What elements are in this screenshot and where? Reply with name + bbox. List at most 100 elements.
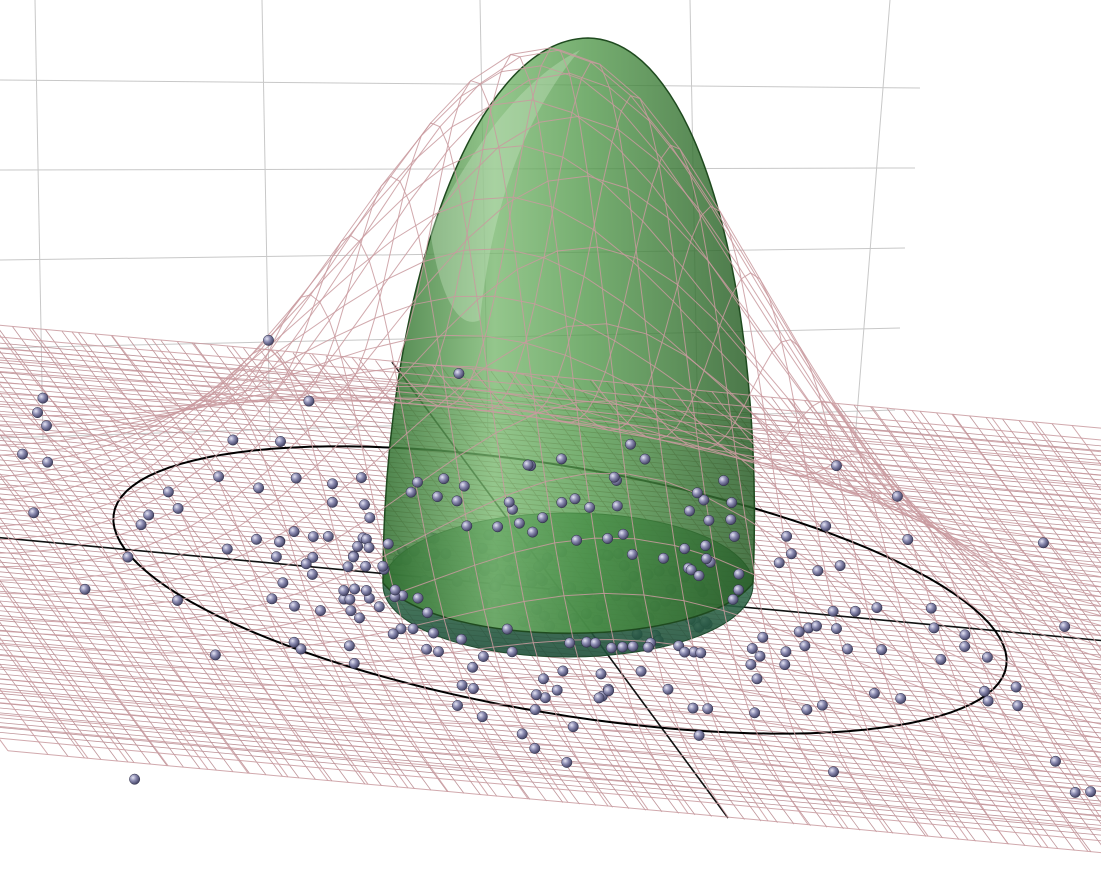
scatter-point <box>290 472 302 484</box>
scatter-point <box>959 641 971 652</box>
scatter-point <box>1069 786 1081 798</box>
scatter-point <box>589 637 601 649</box>
scatter-point <box>438 473 450 485</box>
scatter-point <box>342 561 354 573</box>
surface-mesh-line <box>0 737 1101 842</box>
scatter-point <box>529 742 541 754</box>
scatter-point <box>172 594 183 606</box>
surface-mesh-line <box>1031 421 1101 516</box>
scatter-point <box>981 651 993 663</box>
scatter-point <box>428 627 439 639</box>
scatter-point <box>820 520 832 532</box>
scatter-point <box>387 628 399 640</box>
scatter-point <box>561 756 573 768</box>
scatter-point <box>811 620 822 632</box>
floor-grid-line <box>0 712 1101 817</box>
scatter-point <box>925 602 937 614</box>
scatter-point <box>251 533 262 545</box>
scatter-point <box>453 368 465 379</box>
scatter-point <box>849 605 861 617</box>
scatter-point <box>871 602 883 614</box>
scatter-point <box>307 531 319 543</box>
scatter-point <box>456 679 468 691</box>
scatter-point <box>467 683 479 694</box>
scatter-point <box>213 471 225 483</box>
scatter-point <box>129 773 141 785</box>
scatter-point <box>757 631 769 643</box>
scatter-point <box>303 395 315 407</box>
scatter-point <box>503 496 515 508</box>
scatter-point <box>606 642 617 654</box>
scatter-point <box>702 703 714 715</box>
scatter-point <box>979 685 990 697</box>
scatter-point <box>834 560 846 572</box>
scatter-point <box>501 623 513 635</box>
scatter-point <box>627 640 639 652</box>
scatter-point <box>41 420 52 432</box>
scatter-point <box>551 684 563 696</box>
scatter-point <box>162 486 174 498</box>
scatter-point <box>338 585 350 596</box>
scatter-point <box>1012 700 1024 712</box>
scatter-point <box>529 704 541 716</box>
scatter-point <box>718 475 730 487</box>
scatter-point <box>564 637 576 649</box>
scatter-point <box>727 593 739 605</box>
scatter-point <box>405 486 417 498</box>
scatter-point <box>603 685 615 697</box>
scatter-point <box>895 693 907 704</box>
scatter-point <box>492 521 504 533</box>
scatter-point <box>349 583 361 595</box>
scatter-point <box>842 643 853 655</box>
scatter-point <box>557 665 569 677</box>
scatter-point <box>530 689 542 701</box>
scatter-point <box>522 459 534 471</box>
floor-grid-line <box>969 415 1101 596</box>
scatter-point <box>812 565 824 577</box>
scatter-point <box>902 534 914 545</box>
scatter-point <box>360 585 372 596</box>
scatter-point <box>355 472 367 484</box>
scatter-point <box>288 526 300 538</box>
scatter-point <box>698 494 710 506</box>
scatter-point <box>662 683 674 695</box>
scatter-point <box>1085 786 1097 798</box>
scatter-point <box>326 496 338 508</box>
scatter-point <box>395 623 407 635</box>
scatter-point <box>746 643 758 654</box>
scatter-point <box>781 530 793 542</box>
surface-mesh-line <box>0 359 1101 464</box>
scatter-point <box>277 577 289 589</box>
scatter-point <box>28 507 40 519</box>
scatter-point <box>1037 537 1049 549</box>
scatter-point <box>227 434 239 446</box>
scatter-point <box>693 570 705 582</box>
surface-mesh-line <box>911 410 1101 651</box>
floor-grid-line <box>0 559 151 765</box>
scatter-point <box>422 607 433 619</box>
scatter-point <box>451 495 463 507</box>
scatter-point <box>754 650 766 662</box>
scatter-points-front <box>17 334 1097 798</box>
scatter-point <box>1059 621 1071 632</box>
scatter-point <box>263 334 274 346</box>
scatter-point <box>477 651 489 662</box>
scatter-point <box>611 500 623 512</box>
scatter-point <box>270 551 282 563</box>
scatter-point <box>733 584 744 596</box>
scatter-point <box>412 592 424 604</box>
scatter-point <box>693 729 705 741</box>
scatter-point <box>700 553 712 565</box>
scatter-point <box>876 644 888 656</box>
scatter-point <box>700 540 711 552</box>
surface-mesh-line <box>991 417 1101 564</box>
scatter-point <box>37 392 49 404</box>
scatter-point <box>407 623 419 635</box>
scatter-point <box>726 497 738 509</box>
scatter-point <box>773 557 785 569</box>
scatter-point <box>364 512 376 524</box>
scatter-point <box>506 646 518 658</box>
scatter-point <box>868 687 880 699</box>
floor-grid-line <box>936 412 1101 637</box>
scatter-point <box>345 605 357 617</box>
